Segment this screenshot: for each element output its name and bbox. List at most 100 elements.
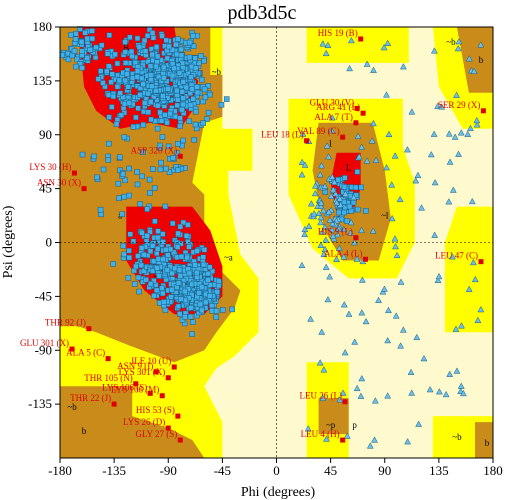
residue-point xyxy=(161,299,167,305)
region-letter-9: p xyxy=(352,420,357,430)
glycine-point xyxy=(316,171,324,178)
residue-point xyxy=(174,51,180,58)
glycine-point xyxy=(457,382,465,389)
residue-point xyxy=(200,254,206,260)
outlier-label-3: ALA 7 (T) xyxy=(314,112,353,122)
residue-point xyxy=(213,308,220,314)
glycine-point xyxy=(326,216,334,223)
residue-point xyxy=(174,102,181,109)
residue-point xyxy=(106,63,112,69)
residue-point xyxy=(159,134,166,140)
glycine-point xyxy=(323,142,331,149)
glycine-point xyxy=(317,213,325,221)
residue-point xyxy=(122,49,129,55)
residue-point xyxy=(97,68,104,74)
glycine-point xyxy=(434,102,442,109)
glycine-point xyxy=(399,63,407,70)
glycine-point xyxy=(355,153,363,160)
outlier-label-8: LYS 30 (H) xyxy=(29,162,71,172)
residue-point xyxy=(223,96,230,102)
y-tick-label-2: -45 xyxy=(35,288,52,303)
residue-point xyxy=(135,105,141,112)
residue-point xyxy=(179,89,186,95)
residue-point xyxy=(116,77,123,84)
outlier-point-0 xyxy=(358,36,364,42)
residue-point xyxy=(106,140,112,147)
glycine-point xyxy=(445,130,453,137)
x-tick-label-3: -45 xyxy=(214,463,231,478)
glycine-point xyxy=(363,157,371,164)
glycine-point xyxy=(353,384,361,392)
residue-point xyxy=(194,89,201,96)
glycine-point xyxy=(371,436,378,443)
residue-point xyxy=(186,244,192,250)
outlier-point-7 xyxy=(177,153,183,159)
glycine-point xyxy=(340,253,348,260)
glycine-point xyxy=(391,235,399,242)
residue-point xyxy=(92,54,99,61)
residue-point xyxy=(89,28,95,34)
glycine-point xyxy=(323,435,330,442)
glycine-point xyxy=(351,338,359,345)
outlier-label-23: HIS 53 (S) xyxy=(136,405,175,415)
outlier-point-23 xyxy=(175,413,181,419)
residue-point xyxy=(149,268,156,274)
residue-point xyxy=(154,265,160,271)
residue-point xyxy=(125,84,131,90)
residue-point xyxy=(165,143,172,150)
glycine-point xyxy=(381,285,388,292)
residue-point xyxy=(169,72,176,79)
region-letter-11: b xyxy=(82,426,87,436)
residue-point xyxy=(136,288,142,295)
region-letter-6: L xyxy=(346,163,352,173)
residue-point xyxy=(141,100,148,106)
residue-point xyxy=(137,92,143,98)
residue-point xyxy=(205,270,211,277)
residue-point xyxy=(115,180,122,187)
glycine-point xyxy=(393,251,401,259)
region-letter-2: ~b xyxy=(212,67,222,77)
residue-point xyxy=(151,185,158,191)
glycine-point xyxy=(430,47,438,54)
glycine-point xyxy=(358,276,366,283)
residue-point xyxy=(213,314,219,320)
residue-point xyxy=(160,290,166,297)
residue-point xyxy=(192,262,198,268)
residue-point xyxy=(363,208,369,214)
residue-point xyxy=(216,278,222,284)
residue-point xyxy=(134,169,140,175)
residue-point xyxy=(177,115,183,122)
residue-point xyxy=(135,253,141,259)
residue-point xyxy=(178,46,184,53)
residue-point xyxy=(140,251,147,258)
outlier-label-7: ASP 320 (X) xyxy=(131,145,178,155)
x-tick-label-8: 180 xyxy=(483,463,503,478)
outlier-label-0: HIS 19 (B) xyxy=(318,28,358,38)
glycine-point xyxy=(477,305,485,313)
residue-point xyxy=(122,60,129,66)
outlier-point-19 xyxy=(133,381,139,387)
glycine-point xyxy=(317,202,325,210)
residue-point xyxy=(180,219,187,226)
residue-point xyxy=(148,83,155,90)
residue-point xyxy=(165,86,171,92)
residue-point xyxy=(154,250,160,257)
residue-point xyxy=(218,102,225,108)
region-letter-14: b xyxy=(479,55,484,65)
residue-point xyxy=(181,288,188,295)
residue-point xyxy=(65,56,72,63)
residue-point xyxy=(149,51,155,58)
outlier-label-21: LYS 106 (M) xyxy=(111,385,159,395)
glycine-point xyxy=(455,37,463,45)
glycine-point xyxy=(299,130,307,137)
residue-point xyxy=(136,44,143,51)
residue-point xyxy=(341,184,348,190)
glycine-point xyxy=(448,253,456,260)
residue-point xyxy=(159,285,165,291)
residue-point xyxy=(100,80,106,86)
residue-point xyxy=(160,231,166,237)
glycine-point xyxy=(333,199,341,206)
residue-point xyxy=(135,274,142,281)
outlier-label-20: THR 22 (J) xyxy=(70,393,111,403)
residue-point xyxy=(206,264,213,270)
